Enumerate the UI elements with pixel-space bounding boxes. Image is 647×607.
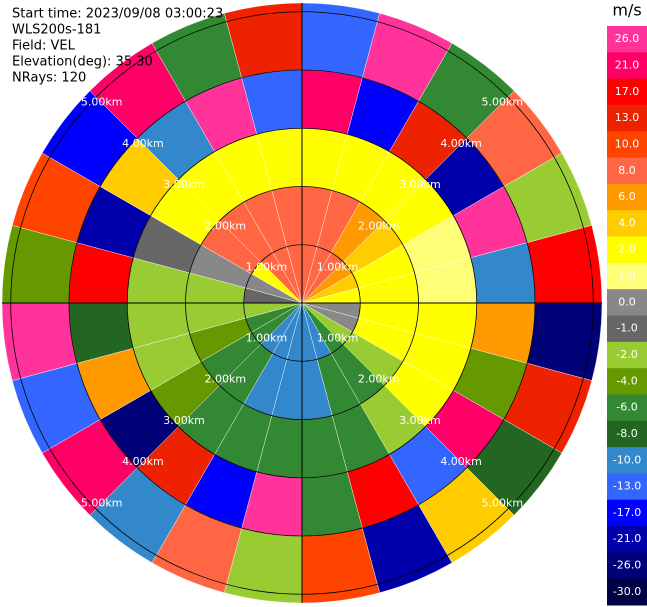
colorbar-band [607, 78, 647, 106]
colorbar-tick-label: 6.0 [618, 190, 636, 203]
ring-label: 4.00km [440, 455, 482, 468]
ring-label: 1.00km [246, 332, 288, 345]
colorbar-tick-label: 13.0 [615, 111, 640, 124]
ring-label: 3.00km [399, 178, 441, 191]
colorbar-tick-label: -13.0 [613, 480, 641, 493]
colorbar-band [607, 315, 647, 343]
colorbar-band [607, 104, 647, 132]
colorbar-band [607, 526, 647, 553]
colorbar-tick-label: 2.0 [618, 243, 636, 256]
ring-label: 4.00km [122, 455, 164, 468]
colorbar-tick-label: -26.0 [613, 559, 641, 572]
ring-label: 2.00km [358, 373, 400, 386]
colorbar-band [607, 420, 647, 448]
ring-label: 2.00km [358, 219, 400, 232]
colorbar-band [607, 26, 647, 53]
colorbar-tick-label: -2.0 [616, 348, 637, 361]
overlay: 1.00km 1.00km 1.00km 1.00km 2.00km 2.00km 2.00… [2, 3, 602, 603]
ring-label: 3.00km [163, 178, 205, 191]
colorbar-tick-label: 10.0 [615, 137, 640, 150]
colorbar-tick-label: 26.0 [615, 32, 640, 45]
colorbar-tick-label: 21.0 [615, 58, 640, 71]
info-line: WLS200s-181 [12, 23, 101, 38]
colorbar-tick-label: 8.0 [618, 164, 636, 177]
ring-label: 2.00km [204, 373, 246, 386]
colorbar-tick-label: 4.0 [618, 216, 636, 229]
ppi-plot [1, 2, 603, 604]
range-ring [10, 11, 594, 595]
colorbar-band [607, 447, 647, 474]
info-block: Start time: 2023/09/08 03:00:23WLS200s-1… [12, 7, 223, 86]
colorbar-band [607, 52, 647, 80]
colorbar: 26.0 21.0 17.0 13.0 10.0 8.0 6.0 4.0 2.0 1.0 0.0 -1… [607, 26, 647, 606]
colorbar-band [607, 183, 647, 211]
colorbar-band [607, 473, 647, 501]
ring-label: 3.00km [399, 414, 441, 427]
range-ring [126, 127, 478, 479]
colorbar-tick-label: -8.0 [616, 427, 637, 440]
ring-label: 5.00km [482, 96, 524, 109]
colorbar-tick-label: 1.0 [618, 269, 636, 282]
colorbar-band [607, 368, 647, 395]
ring-label: 1.00km [317, 260, 359, 273]
info-line: Field: VEL [12, 39, 76, 54]
colorbar-band [607, 394, 647, 422]
ring-label: 2.00km [204, 219, 246, 232]
colorbar-tick-label: -6.0 [616, 401, 637, 414]
ring-label: 5.00km [81, 96, 123, 109]
info-line: Start time: 2023/09/08 03:00:23 [12, 7, 223, 22]
colorbar-tick-label: -30.0 [613, 585, 641, 598]
colorbar-band [607, 210, 647, 238]
colorbar-band [607, 578, 647, 606]
colorbar-tick-label: -21.0 [613, 532, 641, 545]
colorbar-band [607, 341, 647, 369]
colorbar-band [607, 236, 647, 264]
colorbar-band [607, 131, 647, 159]
colorbar-tick-label: -1.0 [616, 322, 637, 335]
range-ring [185, 186, 419, 420]
ring-label: 5.00km [81, 496, 123, 509]
colorbar-tick-label: 17.0 [615, 85, 640, 98]
colorbar-tick-label: -4.0 [616, 374, 637, 387]
info-line: Elevation(deg): 35.30 [12, 55, 153, 70]
colorbar-band [607, 157, 647, 185]
colorbar-tick-label: -17.0 [613, 506, 641, 519]
ring-label: 3.00km [163, 414, 205, 427]
ring-label: 5.00km [482, 496, 524, 509]
colorbar-tick-label: -10.0 [613, 453, 641, 466]
colorbar-band [607, 499, 647, 527]
ring-label: 4.00km [122, 137, 164, 150]
ring-label: 4.00km [440, 137, 482, 150]
colorbar-band [607, 289, 647, 316]
ring-label: 1.00km [317, 332, 359, 345]
colorbar-tick-label: 0.0 [618, 295, 636, 308]
range-ring [68, 69, 536, 537]
range-ring [243, 244, 361, 362]
colorbar-band [607, 552, 647, 580]
ring-label: 1.00km [246, 260, 288, 273]
colorbar-title: m/s [612, 1, 641, 20]
colorbar-band [607, 262, 647, 290]
info-line: NRays: 120 [12, 71, 86, 86]
